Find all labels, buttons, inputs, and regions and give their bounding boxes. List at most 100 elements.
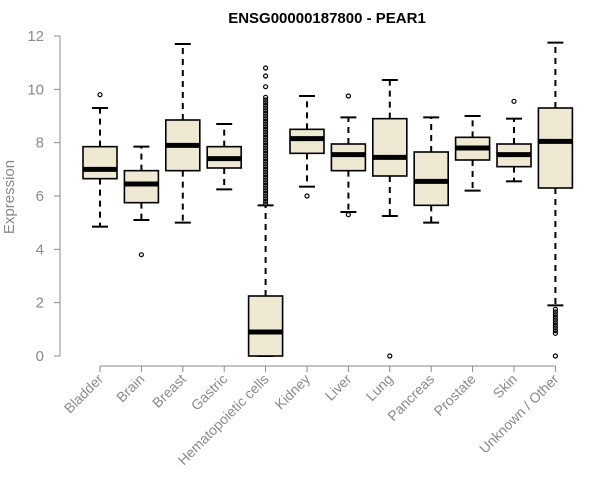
outlier-point — [263, 134, 269, 140]
outlier-point — [552, 322, 559, 328]
x-tick-label: Bladder — [61, 371, 107, 417]
outlier-point — [263, 124, 269, 130]
x-tick-label: Prostate — [431, 371, 479, 419]
outlier-point — [387, 353, 393, 359]
outlier-point — [345, 93, 351, 99]
x-tick-label: Brain — [113, 371, 147, 405]
outlier-point — [97, 92, 103, 98]
outlier-point — [263, 148, 269, 154]
outlier-point — [263, 73, 269, 79]
outlier-point — [263, 190, 269, 196]
box-iqr — [247, 295, 284, 357]
outlier-point — [263, 172, 269, 178]
outlier-point — [263, 164, 269, 170]
outlier-point — [263, 201, 269, 207]
outlier-point — [263, 198, 269, 204]
outlier-point — [263, 97, 269, 103]
y-tick-label: 4 — [36, 241, 44, 258]
outlier-point — [552, 309, 559, 315]
outlier-point — [263, 121, 269, 127]
outlier-point — [263, 110, 269, 116]
outlier-point — [263, 161, 269, 167]
box-series — [82, 41, 574, 359]
y-axis-label: Expression — [1, 160, 18, 234]
outlier-point — [263, 108, 269, 114]
outlier-point — [263, 182, 269, 188]
outlier-point — [263, 185, 269, 191]
outlier-point — [304, 193, 310, 199]
box-iqr — [371, 117, 408, 177]
box-group — [82, 92, 118, 228]
outlier-point — [552, 312, 559, 318]
y-tick-label: 8 — [36, 135, 44, 152]
box-group — [537, 41, 574, 359]
outlier-point — [263, 129, 269, 135]
chart-title: ENSG00000187800 - PEAR1 — [228, 10, 426, 27]
y-tick-label: 10 — [27, 81, 44, 98]
outlier-point — [263, 174, 269, 180]
outlier-point — [263, 166, 269, 172]
outlier-point — [263, 158, 269, 164]
outlier-point — [263, 100, 269, 106]
outlier-point — [263, 142, 269, 148]
outlier-point — [511, 98, 517, 104]
outlier-point — [552, 317, 559, 323]
y-axis: 0 2 4 6 8 10 12 — [27, 28, 61, 365]
outlier-point — [263, 140, 269, 146]
box-group — [496, 98, 532, 183]
outlier-point — [263, 132, 269, 138]
box-group — [247, 65, 284, 357]
outlier-point — [345, 212, 351, 218]
box-iqr — [537, 107, 574, 189]
outlier-point — [263, 196, 269, 202]
outlier-point — [263, 118, 269, 124]
outlier-point — [263, 105, 269, 111]
y-tick-label: 2 — [36, 295, 44, 312]
outlier-point — [263, 116, 269, 122]
box-iqr — [330, 143, 367, 172]
outlier-point — [263, 65, 269, 71]
outlier-point — [138, 252, 144, 258]
outlier-point — [552, 320, 559, 326]
box-iqr — [289, 128, 325, 155]
outlier-point — [263, 94, 269, 100]
box-group — [454, 115, 491, 192]
outlier-point — [263, 145, 269, 151]
outlier-point — [263, 102, 269, 108]
outlier-point — [552, 353, 559, 359]
outlier-point — [263, 188, 269, 194]
outlier-point — [263, 193, 269, 199]
outlier-point — [263, 113, 269, 119]
x-tick-label: Breast — [149, 371, 189, 411]
outlier-point — [552, 330, 559, 336]
outlier-point — [263, 153, 269, 159]
outlier-point — [263, 150, 269, 156]
x-tick-label: Lung — [363, 371, 396, 404]
box-group — [330, 93, 367, 218]
outlier-point — [263, 126, 269, 132]
outlier-point — [263, 169, 269, 175]
x-tick-label: Unknown / Other — [476, 371, 562, 457]
y-tick-label: 12 — [27, 28, 44, 45]
box-group — [123, 145, 160, 258]
outlier-point — [552, 306, 559, 312]
y-tick-label: 0 — [36, 348, 44, 365]
outlier-point — [263, 137, 269, 143]
box-group — [413, 116, 450, 224]
box-group — [289, 95, 325, 199]
box-group — [206, 123, 242, 191]
outlier-point — [263, 84, 269, 90]
outlier-point — [552, 328, 559, 334]
x-tick-label: Skin — [490, 371, 521, 402]
box-group — [371, 79, 408, 359]
y-tick-label: 6 — [36, 188, 44, 205]
box-group — [165, 43, 201, 224]
x-tick-label: Kidney — [272, 371, 314, 413]
box-iqr — [82, 145, 118, 180]
box-iqr — [123, 169, 160, 204]
outlier-point — [263, 156, 269, 162]
outlier-point — [552, 314, 559, 320]
outlier-point — [263, 180, 269, 186]
